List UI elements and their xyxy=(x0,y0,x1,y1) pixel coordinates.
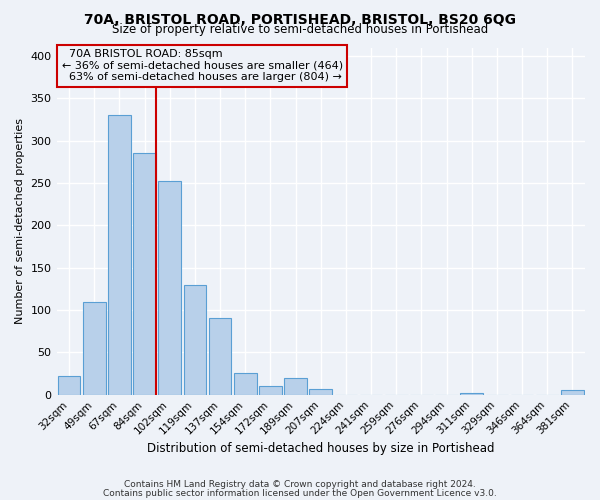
Bar xyxy=(259,386,282,394)
Bar xyxy=(58,376,80,394)
Bar xyxy=(561,390,584,394)
Bar xyxy=(310,389,332,394)
Text: Size of property relative to semi-detached houses in Portishead: Size of property relative to semi-detach… xyxy=(112,24,488,36)
Bar xyxy=(184,284,206,395)
X-axis label: Distribution of semi-detached houses by size in Portishead: Distribution of semi-detached houses by … xyxy=(147,442,494,455)
Bar xyxy=(83,302,106,394)
Text: Contains HM Land Registry data © Crown copyright and database right 2024.: Contains HM Land Registry data © Crown c… xyxy=(124,480,476,489)
Bar xyxy=(460,393,483,394)
Bar xyxy=(234,372,257,394)
Text: 70A BRISTOL ROAD: 85sqm
← 36% of semi-detached houses are smaller (464)
  63% of: 70A BRISTOL ROAD: 85sqm ← 36% of semi-de… xyxy=(62,49,343,82)
Bar xyxy=(284,378,307,394)
Bar xyxy=(133,154,156,394)
Y-axis label: Number of semi-detached properties: Number of semi-detached properties xyxy=(15,118,25,324)
Text: 70A, BRISTOL ROAD, PORTISHEAD, BRISTOL, BS20 6QG: 70A, BRISTOL ROAD, PORTISHEAD, BRISTOL, … xyxy=(84,12,516,26)
Bar xyxy=(158,182,181,394)
Text: Contains public sector information licensed under the Open Government Licence v3: Contains public sector information licen… xyxy=(103,488,497,498)
Bar xyxy=(108,116,131,394)
Bar xyxy=(209,318,232,394)
